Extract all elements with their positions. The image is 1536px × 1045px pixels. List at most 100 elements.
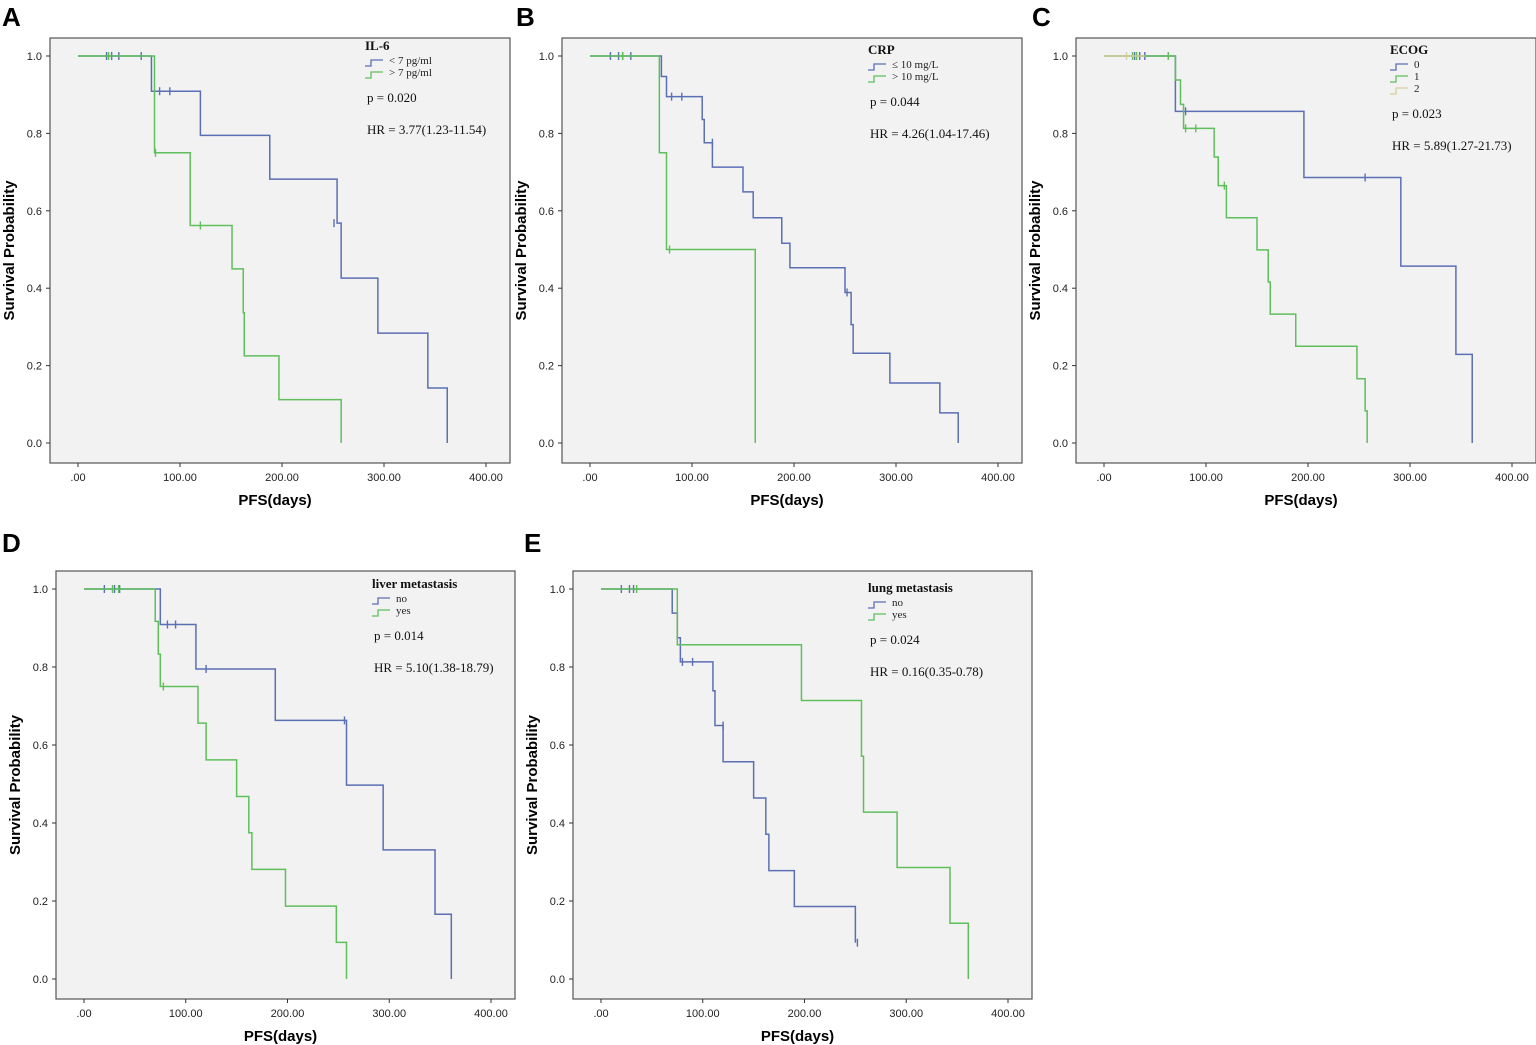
x-tick-label: 200.00 (1291, 472, 1325, 484)
y-tick-label: 0.6 (539, 206, 554, 218)
x-tick-label: 400.00 (474, 1008, 508, 1020)
y-tick-label: 1.0 (27, 51, 42, 63)
survival-curve-green (78, 55, 342, 443)
y-tick-label: 0.4 (1053, 283, 1068, 295)
legend-entry: yes (396, 605, 411, 617)
x-tick-label: 100.00 (1189, 472, 1223, 484)
y-tick-label: 0.8 (539, 128, 554, 140)
panel-c: C 0.0 0.2 0.4 0.6 0.8 1.0 .00 100.00 200.00 300.00… (1027, 2, 1536, 509)
y-tick-label: 0.6 (1053, 206, 1068, 218)
legend-entry: < 7 pg/ml (389, 55, 432, 67)
y-axis-label: Survival Probability (1, 180, 18, 321)
p-value: p = 0.024 (870, 632, 920, 647)
legend-swatch (868, 63, 886, 71)
legend-entry: > 10 mg/L (892, 71, 939, 83)
panel-letter: B (516, 2, 535, 32)
x-tick-label: .00 (593, 1008, 608, 1020)
y-tick-label: 0.2 (539, 361, 554, 373)
p-value: p = 0.044 (870, 94, 920, 109)
x-tick-label: 300.00 (889, 1008, 923, 1020)
y-tick-label: 0.4 (33, 818, 48, 830)
y-tick-label: 0.0 (27, 438, 42, 450)
legend-swatch (372, 609, 390, 617)
legend-swatch (1390, 63, 1408, 71)
y-tick-label: 0.4 (550, 818, 565, 830)
legend-entry: 2 (1414, 83, 1420, 95)
legend-swatch (868, 601, 886, 609)
x-tick-label: 300.00 (1393, 472, 1427, 484)
y-tick-label: 1.0 (33, 584, 48, 596)
plot-area (561, 37, 1023, 464)
plot-area (572, 570, 1033, 1000)
x-tick-label: .00 (70, 472, 85, 484)
plot-area (49, 37, 511, 464)
y-axis-label: Survival Probability (513, 180, 530, 321)
survival-curve-green (601, 588, 970, 979)
x-tick-label: 200.00 (788, 1008, 822, 1020)
panel-letter: C (1032, 2, 1051, 32)
x-tick-label: .00 (1096, 472, 1111, 484)
x-tick-label: 300.00 (879, 472, 913, 484)
y-tick-label: 0.4 (27, 283, 42, 295)
x-tick-label: 100.00 (169, 1008, 203, 1020)
x-tick-label: 200.00 (265, 472, 299, 484)
survival-curve-blue (1104, 55, 1473, 443)
panel-letter: D (2, 528, 21, 558)
x-tick-label: 100.00 (675, 472, 709, 484)
y-axis-label: Survival Probability (524, 714, 541, 855)
y-tick-label: 0.6 (33, 740, 48, 752)
legend-swatch (365, 59, 383, 67)
x-tick-label: 300.00 (372, 1008, 406, 1020)
p-value: p = 0.014 (374, 628, 424, 643)
x-tick-label: .00 (76, 1008, 91, 1020)
x-tick-label: .00 (582, 472, 597, 484)
hazard-ratio: HR = 3.77(1.23-11.54) (367, 122, 486, 137)
legend-title: ECOG (1390, 42, 1428, 57)
x-tick-label: 400.00 (1495, 472, 1529, 484)
survival-curve-blue (78, 55, 448, 443)
y-tick-label: 1.0 (1053, 51, 1068, 63)
legend-entry: 0 (1414, 59, 1420, 71)
y-axis-label: Survival Probability (1027, 180, 1044, 321)
y-tick-label: 0.2 (27, 361, 42, 373)
y-tick-label: 0.6 (550, 740, 565, 752)
x-axis-label: PFS(days) (238, 492, 311, 509)
hazard-ratio: HR = 5.10(1.38-18.79) (374, 660, 494, 675)
x-tick-label: 100.00 (163, 472, 197, 484)
y-tick-label: 0.0 (550, 974, 565, 986)
legend-entry: ≤ 10 mg/L (892, 59, 939, 71)
y-tick-label: 0.0 (1053, 438, 1068, 450)
legend-entry: no (396, 593, 408, 605)
survival-curve-blue (590, 55, 959, 443)
panel-b: B 0.0 0.2 0.4 0.6 0.8 1.0 .00 100.00 200.00 300.00… (513, 2, 1023, 509)
legend-title: lung metastasis (868, 580, 953, 595)
legend-title: IL-6 (365, 38, 390, 53)
hazard-ratio: HR = 0.16(0.35-0.78) (870, 664, 983, 679)
y-tick-label: 0.4 (539, 283, 554, 295)
legend-swatch (1390, 75, 1408, 83)
legend-title: liver metastasis (372, 576, 457, 591)
legend-swatch (365, 71, 383, 79)
legend-entry: 1 (1414, 71, 1420, 83)
panel-d: D 0.0 0.2 0.4 0.6 0.8 1.0 .00 100.00 200.00 300.00… (2, 528, 516, 1045)
panel-a: A 0.0 0.2 0.4 0.6 0.8 1.0 .00 100.00 200.00 300.00… (1, 2, 511, 509)
y-tick-label: 0.2 (33, 896, 48, 908)
legend-swatch (1390, 87, 1408, 95)
legend-title: CRP (868, 42, 895, 57)
y-tick-label: 0.8 (27, 128, 42, 140)
x-tick-label: 100.00 (686, 1008, 720, 1020)
x-tick-label: 200.00 (777, 472, 811, 484)
hazard-ratio: HR = 4.26(1.04-17.46) (870, 126, 990, 141)
survival-curve-green (590, 55, 756, 443)
x-tick-label: 400.00 (469, 472, 503, 484)
y-tick-label: 0.8 (1053, 128, 1068, 140)
legend-entry: no (892, 597, 904, 609)
p-value: p = 0.020 (367, 90, 417, 105)
legend-swatch (372, 597, 390, 605)
p-value: p = 0.023 (1392, 106, 1442, 121)
y-tick-label: 0.2 (550, 896, 565, 908)
survival-curve-green (84, 588, 348, 979)
y-tick-label: 1.0 (539, 51, 554, 63)
panel-e: E 0.0 0.2 0.4 0.6 0.8 1.0 .00 100.00 200.00 300.00… (524, 528, 1033, 1045)
